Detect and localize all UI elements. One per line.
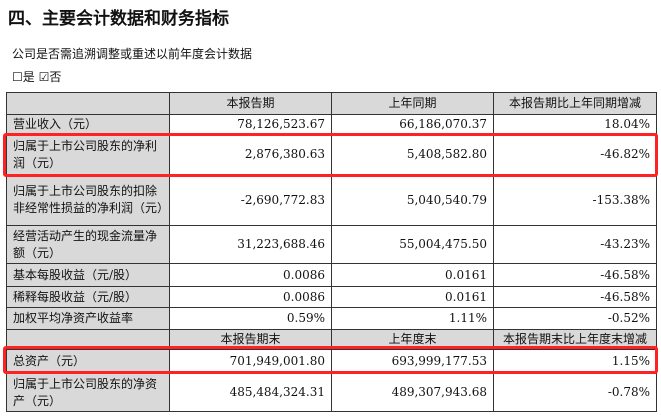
cell-value: 693,999,177.53 [331, 349, 494, 374]
cell-value: 701,949,001.80 [169, 349, 332, 374]
column-header: 本报告期末比上年度末增减 [493, 329, 657, 350]
cell-value: 0.0086 [169, 263, 332, 287]
cell-value: 0.59% [169, 307, 332, 330]
cell-value: 66,186,070.37 [331, 114, 494, 135]
row-label: 基本每股收益（元/股） [6, 263, 170, 287]
cell-value: 5,040,540.79 [331, 174, 494, 226]
cell-value: 1.15% [493, 349, 657, 374]
column-header: 上年同期 [331, 92, 494, 115]
cell-value: 78,126,523.67 [169, 114, 332, 135]
cell-value: 2,876,380.63 [169, 134, 332, 175]
cell-value: 55,004,475.50 [331, 225, 494, 264]
table-header-row: 本报告期末 上年度末 本报告期末比上年度末增减 [6, 329, 657, 350]
option-no: ☑否 [38, 70, 62, 84]
restatement-options: ☐是 ☑否 [12, 68, 61, 85]
section-title: 四、主要会计数据和财务指标 [8, 9, 229, 29]
table-row: 营业收入（元） 78,126,523.67 66,186,070.37 18.04% [6, 114, 657, 135]
table-row: 归属于上市公司股东的净资产（元） 485,484,324.31 489,307,94… [6, 373, 657, 412]
cell-value: 1.11% [331, 307, 494, 330]
column-header: 本报告期比上年同期增减 [493, 92, 657, 115]
option-yes: ☐是 [12, 70, 35, 84]
cell-value: -153.38% [493, 174, 657, 226]
row-label: 总资产（元） [6, 349, 170, 374]
cell-value: -46.82% [493, 134, 657, 175]
cell-value: 18.04% [493, 114, 657, 135]
row-label: 归属于上市公司股东的净利润（元） [6, 134, 170, 175]
table-row: 稀释每股收益（元/股） 0.0086 0.0161 -46.58% [6, 286, 657, 308]
table-row: 归属于上市公司股东的净利润（元） 2,876,380.63 5,408,582.80… [6, 134, 657, 175]
cell-value: 0.0161 [331, 263, 494, 287]
cell-value: -2,690,772.83 [169, 174, 332, 226]
cell-value: -0.78% [493, 373, 657, 412]
row-label: 归属于上市公司股东的净资产（元） [6, 373, 170, 412]
cell-value: 485,484,324.31 [169, 373, 332, 412]
row-label: 稀释每股收益（元/股） [6, 286, 170, 308]
row-label: 营业收入（元） [6, 114, 170, 135]
row-label: 归属于上市公司股东的扣除非经常性损益的净利润（元） [6, 174, 170, 226]
cell-value: -43.23% [493, 225, 657, 264]
table-header-row: 本报告期 上年同期 本报告期比上年同期增减 [6, 92, 657, 115]
cell-value: -46.58% [493, 263, 657, 287]
restatement-question: 公司是否需追溯调整或重述以前年度会计数据 [12, 47, 253, 61]
row-label: 加权平均净资产收益率 [6, 307, 170, 330]
column-header: 本报告期 [169, 92, 332, 115]
row-label: 经营活动产生的现金流量净额（元） [6, 225, 170, 264]
cell-value: 0.0086 [169, 286, 332, 308]
column-header: 本报告期末 [169, 329, 332, 350]
cell-value: 5,408,582.80 [331, 134, 494, 175]
column-header [6, 92, 170, 115]
column-header [6, 329, 170, 350]
table-row: 归属于上市公司股东的扣除非经常性损益的净利润（元） -2,690,772.83 5,… [6, 174, 657, 226]
cell-value: -0.52% [493, 307, 657, 330]
financial-table: 本报告期 上年同期 本报告期比上年同期增减 营业收入（元） 78,126,523.67 6… [6, 92, 657, 412]
table-row: 加权平均净资产收益率 0.59% 1.11% -0.52% [6, 307, 657, 330]
cell-value: 31,223,688.46 [169, 225, 332, 264]
cell-value: -46.58% [493, 286, 657, 308]
table-row: 经营活动产生的现金流量净额（元） 31,223,688.46 55,004,475.… [6, 225, 657, 264]
column-header: 上年度末 [331, 329, 494, 350]
cell-value: 0.0161 [331, 286, 494, 308]
cell-value: 489,307,943.68 [331, 373, 494, 412]
table-row: 基本每股收益（元/股） 0.0086 0.0161 -46.58% [6, 263, 657, 287]
table-row: 总资产（元） 701,949,001.80 693,999,177.53 1.15% [6, 349, 657, 374]
